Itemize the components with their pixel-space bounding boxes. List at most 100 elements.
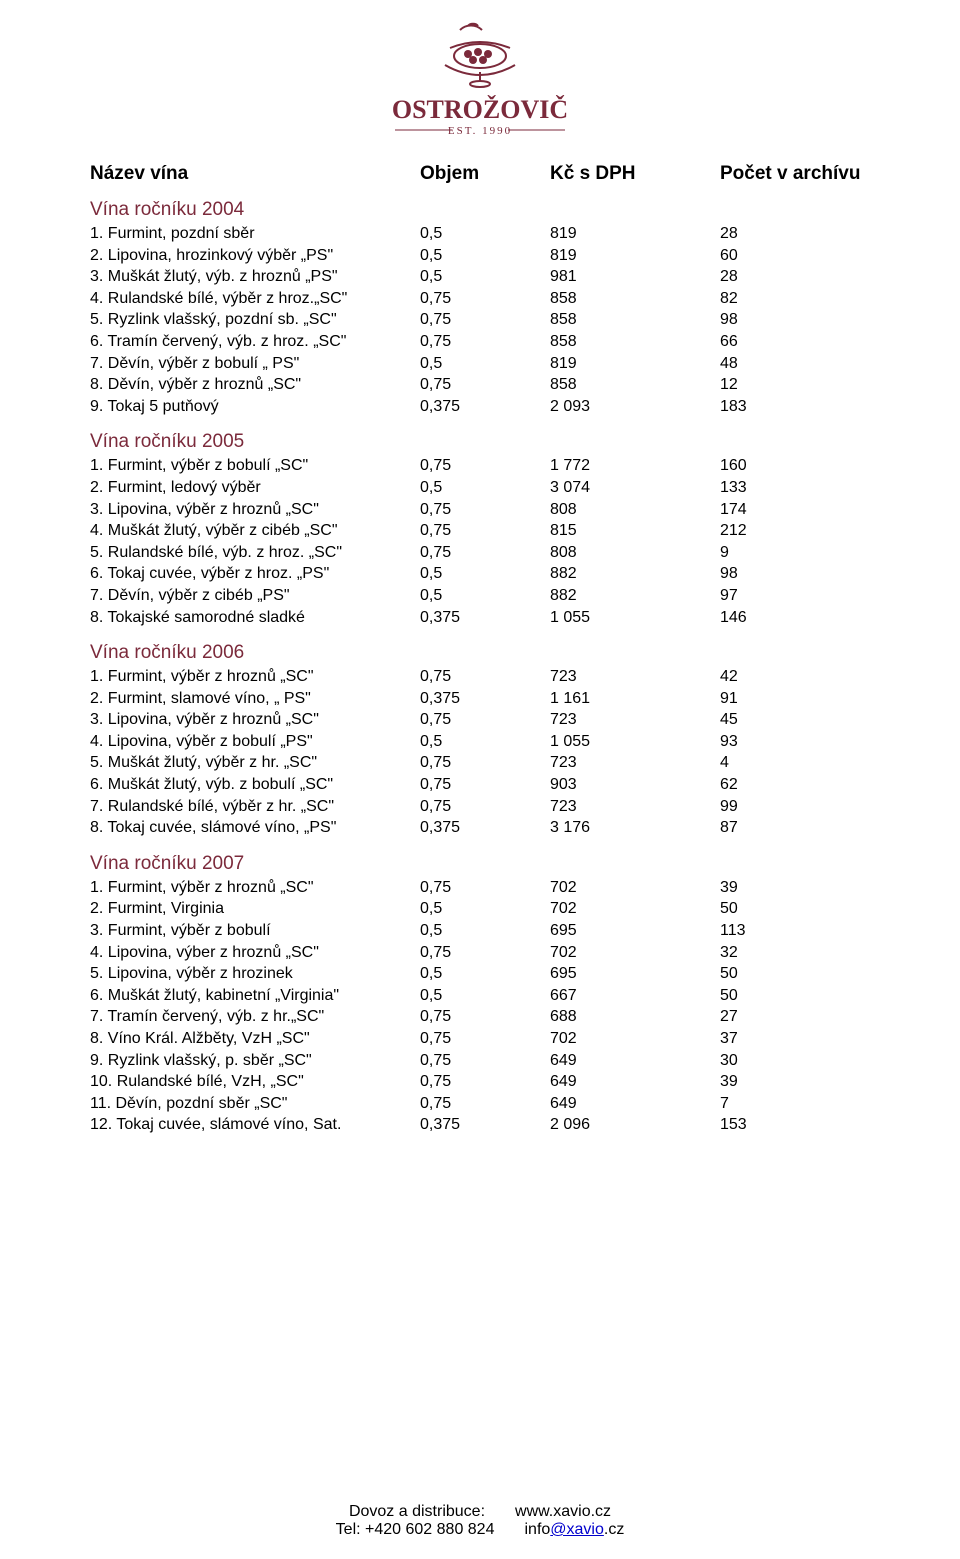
wine-name: 8. Děvín, výběr z hroznů „SC" (90, 374, 420, 396)
wine-row: 4. Muškát žlutý, výběr z cibéb „SC"0,758… (90, 520, 870, 542)
wine-count: 97 (720, 585, 870, 607)
wine-price: 702 (550, 877, 720, 899)
wine-row: 5. Muškát žlutý, výběr z hr. „SC"0,75723… (90, 752, 870, 774)
footer-dist-label: Dovoz a distribuce: (349, 1503, 485, 1521)
wine-price: 649 (550, 1050, 720, 1072)
wine-price: 1 055 (550, 607, 720, 629)
wine-price: 695 (550, 963, 720, 985)
wine-name: 7. Děvín, výběr z cibéb „PS" (90, 585, 420, 607)
wine-volume: 0,375 (420, 817, 550, 839)
wine-count: 133 (720, 477, 870, 499)
wine-row: 1. Furmint, výběr z bobulí „SC"0,751 772… (90, 455, 870, 477)
header-volume: Objem (420, 163, 550, 185)
wine-row: 3. Muškát žlutý, výb. z hroznů „PS"0,598… (90, 266, 870, 288)
header-count: Počet v archívu (720, 163, 870, 185)
wine-name: 7. Děvín, výběr z bobulí „ PS" (90, 353, 420, 375)
wine-price: 649 (550, 1093, 720, 1115)
wine-volume: 0,75 (420, 542, 550, 564)
wine-price: 3 074 (550, 477, 720, 499)
wine-name: 3. Furmint, výběr z bobulí (90, 920, 420, 942)
wine-row: 4. Rulandské bílé, výběr z hroz.„SC"0,75… (90, 288, 870, 310)
wine-volume: 0,75 (420, 331, 550, 353)
wine-price: 1 772 (550, 455, 720, 477)
wine-row: 2. Lipovina, hrozinkový výběr „PS"0,5819… (90, 245, 870, 267)
wine-volume: 0,75 (420, 752, 550, 774)
footer-email: info@xavio.cz (524, 1521, 624, 1539)
wine-name: 12. Tokaj cuvée, slámové víno, Sat. (90, 1114, 420, 1136)
wine-row: 2. Furmint, slamové víno, „ PS"0,3751 16… (90, 688, 870, 710)
wine-name: 5. Ryzlink vlašský, pozdní sb. „SC" (90, 309, 420, 331)
wine-volume: 0,75 (420, 1071, 550, 1093)
wine-count: 32 (720, 942, 870, 964)
table-header: Název vína Objem Kč s DPH Počet v archív… (90, 163, 870, 185)
wine-price: 903 (550, 774, 720, 796)
wine-name: 6. Tramín červený, výb. z hroz. „SC" (90, 331, 420, 353)
wine-count: 27 (720, 1006, 870, 1028)
wine-row: 4. Lipovina, výber z hroznů „SC"0,757023… (90, 942, 870, 964)
wine-name: 5. Muškát žlutý, výběr z hr. „SC" (90, 752, 420, 774)
wine-price: 1 055 (550, 731, 720, 753)
wine-count: 98 (720, 563, 870, 585)
wine-volume: 0,5 (420, 563, 550, 585)
wine-count: 39 (720, 1071, 870, 1093)
wine-row: 7. Rulandské bílé, výběr z hr. „SC"0,757… (90, 796, 870, 818)
wine-volume: 0,5 (420, 223, 550, 245)
wine-row: 7. Děvín, výběr z cibéb „PS"0,588297 (90, 585, 870, 607)
wine-row: 1. Furmint, pozdní sběr0,581928 (90, 223, 870, 245)
wine-volume: 0,75 (420, 877, 550, 899)
wine-volume: 0,75 (420, 942, 550, 964)
wine-price: 808 (550, 499, 720, 521)
wine-row: 2. Furmint, Virginia0,570250 (90, 898, 870, 920)
wine-row: 6. Tokaj cuvée, výběr z hroz. „PS"0,5882… (90, 563, 870, 585)
wine-volume: 0,75 (420, 709, 550, 731)
wine-volume: 0,75 (420, 1050, 550, 1072)
wine-price: 702 (550, 942, 720, 964)
footer-email-link[interactable]: @xavio (550, 1521, 604, 1538)
wine-price: 819 (550, 223, 720, 245)
wine-price: 819 (550, 353, 720, 375)
wine-count: 50 (720, 963, 870, 985)
wine-name: 11. Děvín, pozdní sběr „SC" (90, 1093, 420, 1115)
wine-row: 10. Rulandské bílé, VzH, „SC"0,7564939 (90, 1071, 870, 1093)
wine-row: 8. Děvín, výběr z hroznů „SC"0,7585812 (90, 374, 870, 396)
wine-count: 87 (720, 817, 870, 839)
wine-volume: 0,5 (420, 985, 550, 1007)
wine-name: 4. Muškát žlutý, výběr z cibéb „SC" (90, 520, 420, 542)
section-title: Vína ročníku 2004 (90, 199, 870, 221)
wine-volume: 0,5 (420, 963, 550, 985)
wine-row: 5. Lipovina, výběr z hrozinek0,569550 (90, 963, 870, 985)
wine-count: 174 (720, 499, 870, 521)
wine-price: 667 (550, 985, 720, 1007)
brand-est: EST. 1990 (448, 125, 512, 137)
wine-count: 37 (720, 1028, 870, 1050)
wine-row: 12. Tokaj cuvée, slámové víno, Sat.0,375… (90, 1114, 870, 1136)
wine-price: 723 (550, 709, 720, 731)
wine-price: 858 (550, 309, 720, 331)
wine-count: 48 (720, 353, 870, 375)
wine-name: 1. Furmint, pozdní sběr (90, 223, 420, 245)
wine-name: 3. Lipovina, výběr z hroznů „SC" (90, 709, 420, 731)
wine-row: 7. Tramín červený, výb. z hr.„SC"0,75688… (90, 1006, 870, 1028)
wine-count: 91 (720, 688, 870, 710)
wine-name: 4. Rulandské bílé, výběr z hroz.„SC" (90, 288, 420, 310)
wine-name: 1. Furmint, výběr z bobulí „SC" (90, 455, 420, 477)
brand-logo: OSTROŽOVIČ EST. 1990 (90, 20, 870, 145)
wine-name: 1. Furmint, výběr z hroznů „SC" (90, 666, 420, 688)
wine-count: 82 (720, 288, 870, 310)
wine-name: 7. Rulandské bílé, výběr z hr. „SC" (90, 796, 420, 818)
wine-count: 160 (720, 455, 870, 477)
wine-price: 723 (550, 796, 720, 818)
wine-row: 6. Muškát žlutý, výb. z bobulí „SC"0,759… (90, 774, 870, 796)
wine-name: 8. Víno Král. Alžběty, VzH „SC" (90, 1028, 420, 1050)
wine-name: 2. Lipovina, hrozinkový výběr „PS" (90, 245, 420, 267)
wine-row: 9. Ryzlink vlašský, p. sběr „SC"0,756493… (90, 1050, 870, 1072)
wine-name: 7. Tramín červený, výb. z hr.„SC" (90, 1006, 420, 1028)
wine-volume: 0,75 (420, 1028, 550, 1050)
wine-price: 858 (550, 374, 720, 396)
wine-volume: 0,75 (420, 666, 550, 688)
wine-row: 2. Furmint, ledový výběr0,53 074133 (90, 477, 870, 499)
wine-count: 153 (720, 1114, 870, 1136)
wine-volume: 0,75 (420, 1006, 550, 1028)
wine-price: 723 (550, 666, 720, 688)
wine-row: 6. Muškát žlutý, kabinetní „Virginia"0,5… (90, 985, 870, 1007)
